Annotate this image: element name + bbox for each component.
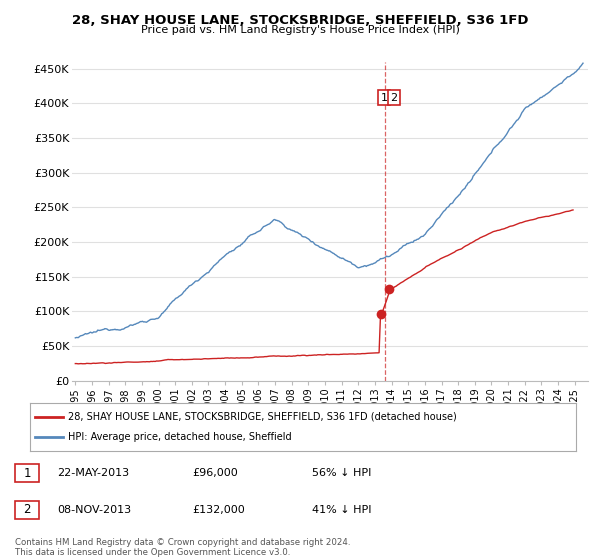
- Text: 41% ↓ HPI: 41% ↓ HPI: [312, 505, 371, 515]
- Text: 1: 1: [23, 466, 31, 480]
- Text: 56% ↓ HPI: 56% ↓ HPI: [312, 468, 371, 478]
- Text: 28, SHAY HOUSE LANE, STOCKSBRIDGE, SHEFFIELD, S36 1FD (detached house): 28, SHAY HOUSE LANE, STOCKSBRIDGE, SHEFF…: [68, 412, 457, 422]
- Text: Contains HM Land Registry data © Crown copyright and database right 2024.
This d: Contains HM Land Registry data © Crown c…: [15, 538, 350, 557]
- Text: 28, SHAY HOUSE LANE, STOCKSBRIDGE, SHEFFIELD, S36 1FD: 28, SHAY HOUSE LANE, STOCKSBRIDGE, SHEFF…: [72, 14, 528, 27]
- Text: 22-MAY-2013: 22-MAY-2013: [57, 468, 129, 478]
- Text: 08-NOV-2013: 08-NOV-2013: [57, 505, 131, 515]
- Text: 2: 2: [23, 503, 31, 516]
- Text: HPI: Average price, detached house, Sheffield: HPI: Average price, detached house, Shef…: [68, 432, 292, 442]
- Text: £96,000: £96,000: [192, 468, 238, 478]
- Text: £132,000: £132,000: [192, 505, 245, 515]
- Text: Price paid vs. HM Land Registry's House Price Index (HPI): Price paid vs. HM Land Registry's House …: [140, 25, 460, 35]
- Text: 2: 2: [391, 93, 398, 102]
- Text: 1: 1: [380, 93, 388, 102]
